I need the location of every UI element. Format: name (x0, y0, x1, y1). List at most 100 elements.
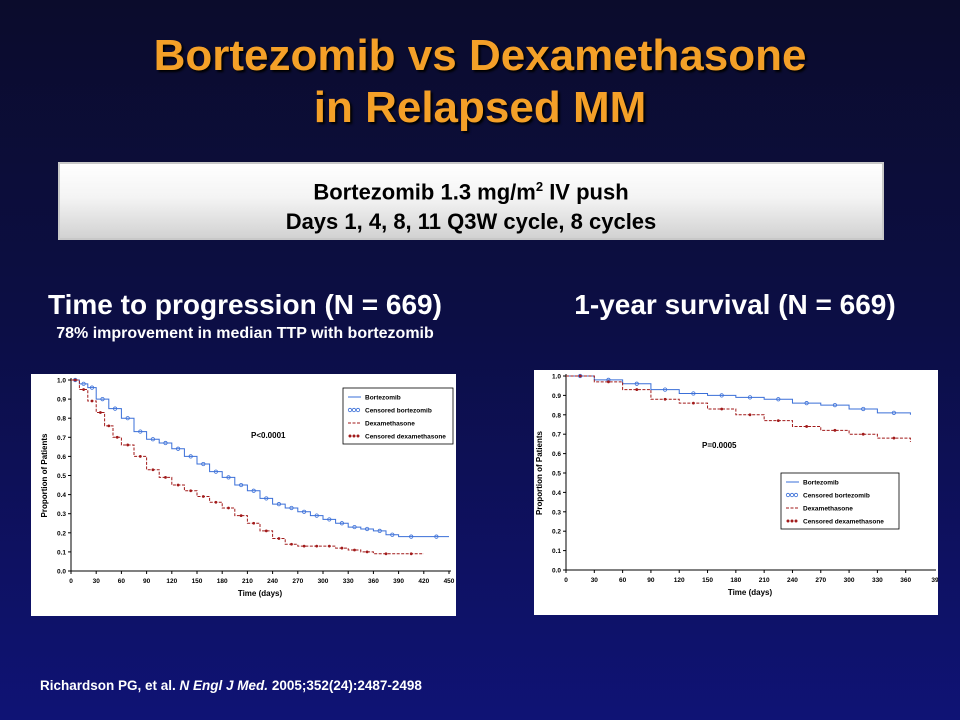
y-tick-label: 0.5 (57, 473, 66, 480)
censored-dexamethasone-marker (107, 424, 111, 428)
legend-label: Censored bortezomib (803, 493, 870, 500)
y-tick-label: 0.9 (552, 393, 561, 400)
y-tick-label: 0.7 (552, 432, 561, 439)
y-tick-label: 1.0 (552, 374, 561, 381)
legend-label: Bortezomib (803, 480, 839, 487)
censored-dexamethasone-marker (720, 407, 724, 411)
legend-censored-bortezomib-swatch (347, 407, 353, 413)
x-tick-label: 60 (619, 577, 627, 584)
censored-bortezomib-marker (213, 469, 218, 474)
censored-bortezomib-marker (251, 488, 256, 493)
bortezomib-curve (71, 379, 449, 538)
citation: Richardson PG, et al. N Engl J Med. 2005… (40, 678, 422, 693)
y-axis-label: Proportion of Patients (535, 430, 544, 515)
censored-dexamethasone-marker (776, 419, 780, 423)
y-tick-label: 0.8 (552, 412, 561, 419)
censored-dexamethasone-marker (189, 489, 193, 493)
y-tick-label: 0.9 (57, 397, 66, 404)
censored-dexamethasone-marker (227, 506, 230, 510)
x-tick-label: 120 (674, 577, 685, 584)
censored-bortezomib-marker (113, 406, 118, 411)
censored-dexamethasone-marker (214, 500, 218, 504)
legend-censored-bortezomib-swatch (785, 492, 791, 498)
censored-bortezomib-marker (364, 526, 370, 532)
censored-dexamethasone-marker (201, 495, 205, 498)
x-tick-label: 30 (591, 577, 599, 584)
censored-dexamethasone-marker (578, 374, 582, 378)
censored-bortezomib-marker (339, 521, 344, 526)
ttp-heading: Time to progression (N = 669) (48, 289, 442, 320)
legend-box (780, 472, 900, 530)
x-tick-label: 360 (368, 578, 379, 585)
p-value-label: P<0.0001 (251, 431, 286, 440)
censored-dexamethasone-marker (892, 436, 896, 440)
legend-box (342, 387, 454, 445)
citation-details: 2005;352(24):2487-2498 (268, 678, 422, 693)
censored-dexamethasone-marker (151, 468, 155, 472)
legend-censored-bortezomib-swatch (351, 407, 357, 413)
censored-dexamethasone-marker (663, 397, 667, 401)
censored-dexamethasone-marker (73, 378, 77, 382)
censored-dexamethasone-marker (82, 388, 85, 391)
censored-bortezomib-marker (327, 517, 332, 522)
censored-dexamethasone-marker (691, 401, 695, 405)
censored-bortezomib-marker (747, 395, 753, 400)
censored-dexamethasone-marker (115, 435, 119, 439)
title-line-1: Bortezomib vs Dexamethasone (153, 31, 807, 80)
censored-dexamethasone-marker (365, 550, 369, 554)
x-tick-label: 39 (931, 577, 938, 584)
x-axis-label: Time (days) (728, 588, 773, 597)
title-line-2: in Relapsed MM (313, 83, 647, 132)
x-tick-label: 420 (418, 578, 429, 585)
censored-bortezomib-marker (188, 454, 193, 459)
censored-dexamethasone-marker (264, 529, 268, 533)
bortezomib-curve (566, 375, 911, 415)
censored-bortezomib-marker (691, 391, 696, 396)
x-tick-label: 120 (166, 578, 177, 585)
legend-label: Censored dexamethasone (803, 519, 884, 526)
censored-dexamethasone-marker (239, 514, 243, 518)
x-axis-label: Time (days) (238, 589, 283, 598)
censored-dexamethasone-marker (138, 455, 142, 458)
x-tick-label: 450 (444, 578, 455, 585)
censored-dexamethasone-marker (384, 552, 388, 556)
ttp-chart: 0.0 0.1 0.2 0.3 0.4 0.5 0.6 0.7 0.8 0.9 1.0 0 30 60 90… (31, 374, 456, 616)
censored-bortezomib-marker (89, 385, 95, 390)
censored-bortezomib-marker (81, 381, 86, 386)
censored-bortezomib-marker (176, 446, 181, 451)
censored-bortezomib-marker (226, 475, 231, 480)
censored-bortezomib-marker (776, 397, 781, 402)
legend-censored-dexamethasone-swatch (790, 519, 794, 523)
x-tick-label: 180 (730, 577, 741, 584)
citation-journal: N Engl J Med. (179, 678, 269, 693)
censored-bortezomib-marker (138, 429, 143, 434)
censored-bortezomib-marker (634, 381, 639, 386)
y-tick-label: 0.5 (552, 471, 561, 478)
censored-dexamethasone-marker (409, 552, 413, 556)
x-tick-label: 0 (69, 578, 73, 585)
censored-dexamethasone-marker (340, 546, 344, 550)
x-tick-label: 210 (242, 578, 253, 585)
censored-bortezomib-marker (891, 410, 896, 415)
censored-bortezomib-marker (239, 482, 244, 488)
censored-bortezomib-marker (662, 387, 668, 392)
censored-bortezomib-marker (719, 393, 724, 398)
x-tick-label: 300 (318, 578, 329, 585)
x-tick-label: 300 (844, 577, 855, 584)
survival-chart-svg: 0.0 0.1 0.2 0.3 0.4 0.5 0.6 0.7 0.8 0.9 1.0 0 30 60 90… (535, 374, 939, 598)
censored-dexamethasone-marker (327, 544, 331, 548)
censored-dexamethasone-marker (277, 537, 281, 540)
censored-dexamethasone-marker (635, 388, 639, 391)
regimen-route: IV push (543, 179, 629, 205)
censored-dexamethasone-marker (252, 521, 256, 525)
censored-bortezomib-marker (409, 534, 414, 539)
censored-bortezomib-marker (150, 437, 156, 442)
survival-chart: 0.0 0.1 0.2 0.3 0.4 0.5 0.6 0.7 0.8 0.9 1.0 0 30 60 90… (534, 370, 939, 615)
regimen-line-2: Days 1, 4, 8, 11 Q3W cycle, 8 cycles (285, 209, 657, 235)
censored-dexamethasone-marker (290, 542, 293, 546)
x-tick-label: 240 (787, 577, 798, 584)
p-value-label: P=0.0005 (702, 441, 737, 450)
x-tick-label: 180 (217, 578, 228, 585)
legend-label: Censored dexamethasone (365, 434, 446, 441)
regimen-box: Bortezomib 1.3 mg/m2 IV push Days 1, 4, … (58, 162, 884, 240)
